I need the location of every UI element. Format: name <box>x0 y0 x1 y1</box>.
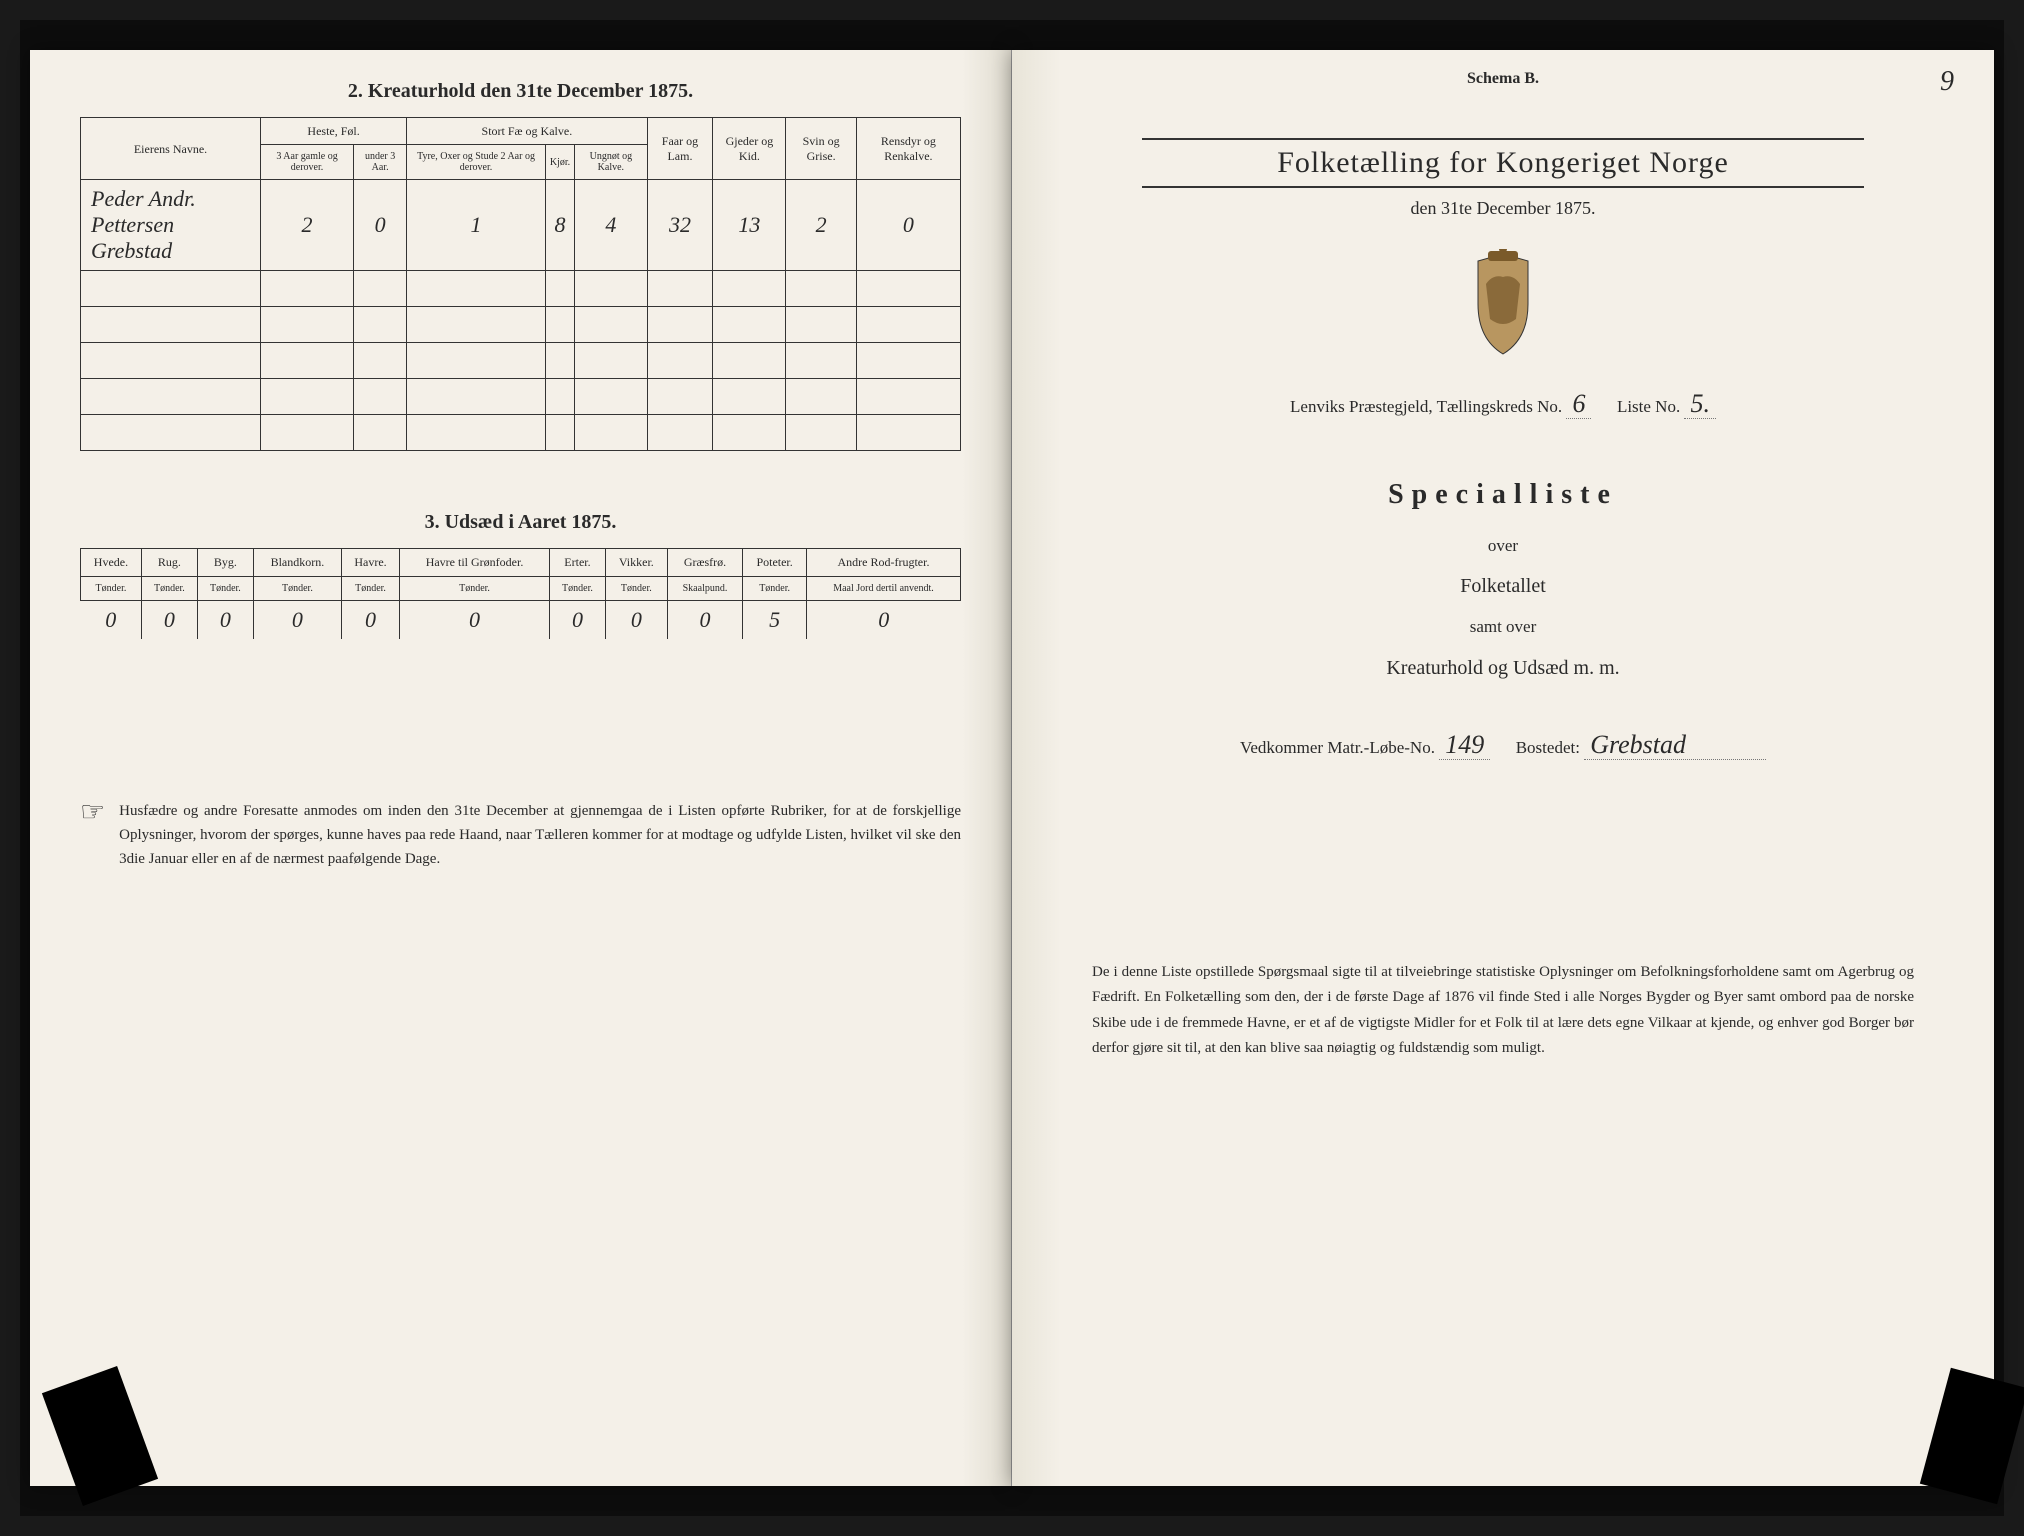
table3-title: 3. Udsæd i Aaret 1875. <box>80 511 961 534</box>
main-title: Folketælling for Kongeriget Norge <box>1142 138 1864 188</box>
table-row: Peder Andr. Pettersen Grebstad 2 0 1 8 4… <box>81 180 961 271</box>
cell: 0 <box>141 600 197 639</box>
kreatur-label: Kreaturhold og Udsæd m. m. <box>1062 646 1944 690</box>
folketallet-label: Folketallet <box>1062 564 1944 608</box>
cell: 1 <box>407 180 546 271</box>
unit: Tønder. <box>197 576 253 600</box>
samt-label: samt over <box>1062 608 1944 645</box>
col-reindeer: Rensdyr og Renkalve. <box>856 118 960 180</box>
seed-table: Hvede. Rug. Byg. Blandkorn. Havre. Havre… <box>80 548 961 638</box>
cell: 4 <box>575 180 647 271</box>
right-page: 9 Schema B. Folketælling for Kongeriget … <box>1012 50 1994 1486</box>
col: Rug. <box>141 549 197 576</box>
col-horses-b: under 3 Aar. <box>354 145 407 180</box>
col-horses-a: 3 Aar gamle og derover. <box>261 145 354 180</box>
cell: 13 <box>713 180 786 271</box>
owner-name: Peder Andr. Pettersen Grebstad <box>81 180 261 271</box>
col: Blandkorn. <box>253 549 341 576</box>
col-cattle-a: Tyre, Oxer og Stude 2 Aar og derover. <box>407 145 546 180</box>
page-number: 9 <box>1940 66 1954 98</box>
schema-label: Schema B. <box>1062 70 1944 88</box>
cell: 0 <box>400 600 550 639</box>
col-goats: Gjeder og Kid. <box>713 118 786 180</box>
col: Havre til Grønfoder. <box>400 549 550 576</box>
over-label: over <box>1062 527 1944 564</box>
col-cattle-b: Kjør. <box>545 145 574 180</box>
livestock-table: Eierens Navne. Heste, Føl. Stort Fæ og K… <box>80 117 961 451</box>
cell: 5 <box>743 600 807 639</box>
matr-label: Vedkommer Matr.-Løbe-No. <box>1240 738 1435 757</box>
table-row <box>81 415 961 451</box>
table-row <box>81 307 961 343</box>
cell: 0 <box>806 600 960 639</box>
matr-line: Vedkommer Matr.-Løbe-No. 149 Bostedet: G… <box>1062 730 1944 760</box>
table-row: 0 0 0 0 0 0 0 0 0 5 0 <box>81 600 961 639</box>
parish-line: Lenviks Præstegjeld, Tællingskreds No. 6… <box>1062 389 1944 419</box>
cell: 8 <box>545 180 574 271</box>
col-cattle-c: Ungnøt og Kalve. <box>575 145 647 180</box>
col: Græsfrø. <box>667 549 743 576</box>
cell: 32 <box>647 180 713 271</box>
col: Byg. <box>197 549 253 576</box>
unit: Tønder. <box>605 576 667 600</box>
unit: Tønder. <box>743 576 807 600</box>
photo-clip <box>42 1366 158 1506</box>
table-row <box>81 343 961 379</box>
unit: Skaalpund. <box>667 576 743 600</box>
parish-no: 6 <box>1566 389 1591 419</box>
list-no: 5. <box>1684 389 1716 419</box>
left-page: 2. Kreaturhold den 31te December 1875. E… <box>30 50 1012 1486</box>
col-horses: Heste, Føl. <box>261 118 407 145</box>
matr-no: 149 <box>1439 730 1490 760</box>
cell: 0 <box>354 180 407 271</box>
col: Vikker. <box>605 549 667 576</box>
cell: 0 <box>667 600 743 639</box>
footnote-text: Husfædre og andre Foresatte anmodes om i… <box>119 799 961 871</box>
col-cattle: Stort Fæ og Kalve. <box>407 118 647 145</box>
coat-of-arms-icon <box>1458 249 1548 359</box>
unit: Tønder. <box>253 576 341 600</box>
cell: 0 <box>549 600 605 639</box>
book-spread: 2. Kreaturhold den 31te December 1875. E… <box>20 20 2004 1516</box>
col: Andre Rod-frugter. <box>806 549 960 576</box>
bosted-label: Bostedet: <box>1516 738 1580 757</box>
subtitle: den 31te December 1875. <box>1062 198 1944 219</box>
cell: 0 <box>81 600 142 639</box>
unit: Tønder. <box>81 576 142 600</box>
col-pigs: Svin og Grise. <box>786 118 856 180</box>
unit: Tønder. <box>141 576 197 600</box>
table-row <box>81 271 961 307</box>
unit: Tønder. <box>549 576 605 600</box>
table2-title: 2. Kreaturhold den 31te December 1875. <box>80 80 961 103</box>
table-row <box>81 379 961 415</box>
unit: Tønder. <box>341 576 399 600</box>
col-owner: Eierens Navne. <box>81 118 261 180</box>
bosted-value: Grebstad <box>1584 730 1766 760</box>
bottom-paragraph: De i denne Liste opstillede Spørgsmaal s… <box>1092 960 1914 1062</box>
parish-label: Lenviks Præstegjeld, Tællingskreds No. <box>1290 397 1562 416</box>
cell: 0 <box>605 600 667 639</box>
col: Hvede. <box>81 549 142 576</box>
unit: Maal Jord dertil anvendt. <box>806 576 960 600</box>
col: Erter. <box>549 549 605 576</box>
cell: 0 <box>197 600 253 639</box>
list-label: Liste No. <box>1617 397 1680 416</box>
center-block: over Folketallet samt over Kreaturhold o… <box>1062 527 1944 690</box>
col: Havre. <box>341 549 399 576</box>
col-sheep: Faar og Lam. <box>647 118 713 180</box>
specialliste-heading: Specialliste <box>1062 479 1944 511</box>
photo-clip <box>1920 1368 2024 1505</box>
pointing-hand-icon: ☞ <box>80 799 105 871</box>
footnote: ☞ Husfædre og andre Foresatte anmodes om… <box>80 799 961 871</box>
cell: 2 <box>261 180 354 271</box>
cell: 0 <box>856 180 960 271</box>
cell: 2 <box>786 180 856 271</box>
cell: 0 <box>341 600 399 639</box>
col: Poteter. <box>743 549 807 576</box>
unit: Tønder. <box>400 576 550 600</box>
cell: 0 <box>253 600 341 639</box>
